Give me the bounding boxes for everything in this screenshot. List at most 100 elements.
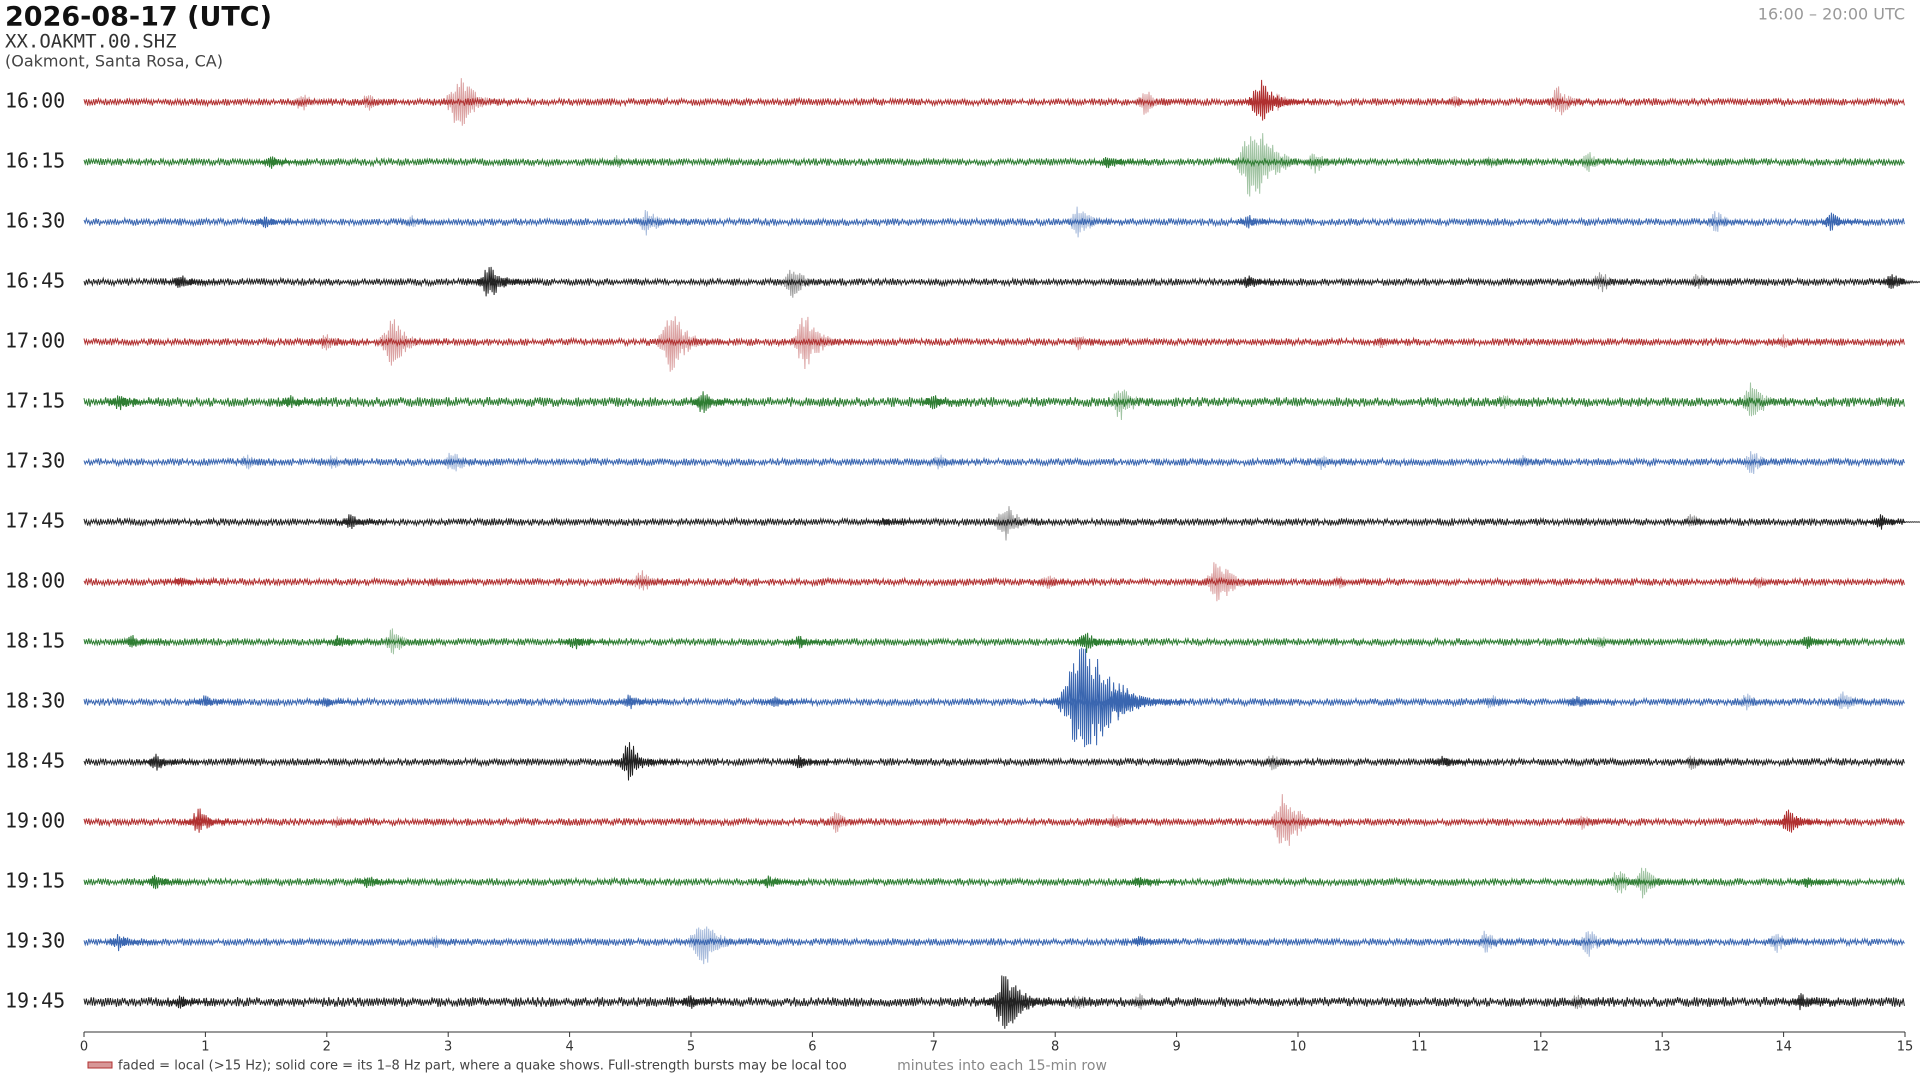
burst-faded — [1055, 206, 1129, 238]
burst-faded — [1579, 272, 1646, 293]
burst — [610, 694, 671, 710]
burst-faded — [672, 926, 764, 965]
burst-faded — [1471, 695, 1534, 709]
burst-faded — [814, 812, 881, 833]
burst-faded — [1568, 152, 1633, 173]
burst — [1095, 683, 1176, 721]
burst-faded — [598, 155, 657, 169]
burst — [113, 634, 172, 648]
burst — [1229, 275, 1290, 288]
trace-noise — [83, 96, 1905, 108]
burst — [1033, 647, 1190, 748]
burst-faded — [319, 816, 378, 828]
burst — [1788, 877, 1847, 888]
burst-faded — [625, 209, 695, 236]
burst-faded — [1694, 211, 1761, 232]
burst-faded — [1739, 576, 1798, 589]
burst — [1233, 79, 1318, 121]
burst-faded — [1320, 576, 1379, 589]
burst — [99, 934, 162, 952]
burst — [866, 517, 922, 526]
burst-faded — [919, 454, 982, 470]
burst-faded — [1756, 933, 1821, 953]
trace-noise — [83, 336, 1905, 348]
x-tick-label: 1 — [201, 1040, 209, 1055]
burst-faded — [1436, 96, 1495, 108]
row-label: 18:30 — [5, 689, 65, 713]
legend-text: faded = local (>15 Hz); solid core = its… — [118, 1059, 847, 1074]
row-label: 19:45 — [5, 989, 65, 1013]
burst — [757, 696, 815, 708]
x-tick-label: 9 — [1172, 1040, 1180, 1055]
location: (Oakmont, Santa Rosa, CA) — [5, 52, 223, 71]
burst-faded — [431, 452, 501, 472]
burst — [160, 275, 221, 288]
trace-noise — [83, 816, 1905, 828]
row-label: 16:00 — [5, 89, 65, 113]
burst-faded — [1483, 395, 1546, 409]
burst — [246, 216, 305, 229]
trace-noise — [83, 876, 1905, 888]
burst-faded — [1619, 867, 1693, 899]
burst-faded — [312, 455, 373, 469]
burst-faded — [1216, 133, 1333, 197]
burst-faded — [1028, 575, 1091, 589]
burst-faded — [1259, 93, 1322, 111]
burst-faded — [417, 577, 475, 587]
trace-noise — [83, 696, 1905, 708]
burst — [1788, 636, 1847, 649]
burst — [1811, 212, 1874, 231]
burst-faded — [641, 316, 736, 372]
burst — [161, 995, 220, 1009]
trace-noise — [83, 456, 1905, 468]
burst-faded — [1363, 337, 1422, 348]
burst — [1872, 274, 1920, 289]
x-tick-label: 14 — [1775, 1040, 1792, 1055]
row-label: 17:30 — [5, 449, 65, 473]
burst-faded — [1058, 995, 1121, 1010]
x-tick-label: 6 — [808, 1040, 816, 1055]
burst — [319, 635, 378, 647]
burst — [1120, 936, 1179, 947]
burst-faded — [1672, 514, 1733, 527]
x-axis-label: minutes into each 15-min row — [897, 1058, 1107, 1074]
title: 2026-08-17 (UTC) — [5, 2, 272, 33]
x-tick-label: 4 — [565, 1040, 573, 1055]
burst — [307, 697, 365, 708]
trace-noise — [83, 216, 1905, 228]
burst — [913, 395, 974, 410]
x-tick-label: 10 — [1290, 1040, 1307, 1055]
burst — [465, 266, 542, 297]
burst-faded — [1596, 871, 1666, 894]
burst-faded — [1095, 814, 1158, 829]
burst — [603, 742, 684, 781]
burst-faded — [1503, 455, 1562, 468]
row-label: 19:30 — [5, 929, 65, 953]
burst — [136, 753, 199, 771]
burst — [136, 874, 197, 890]
burst-faded — [1822, 691, 1887, 710]
burst-faded — [775, 316, 868, 370]
x-tick-label: 13 — [1654, 1040, 1671, 1055]
burst — [185, 695, 244, 707]
burst — [750, 875, 809, 889]
burst — [780, 635, 839, 649]
trace-noise — [83, 276, 1905, 288]
burst — [330, 514, 391, 530]
burst-faded — [1556, 994, 1619, 1010]
burst-faded — [370, 628, 440, 655]
trace-noise — [83, 156, 1905, 168]
burst-faded — [620, 570, 687, 591]
burst — [270, 395, 329, 408]
burst-faded — [1096, 389, 1173, 421]
x-tick-label: 2 — [323, 1040, 331, 1055]
row-label: 16:15 — [5, 149, 65, 173]
burst-faded — [348, 95, 411, 111]
trace-noise — [83, 756, 1905, 768]
burst-faded — [1189, 562, 1278, 602]
x-tick-label: 11 — [1411, 1040, 1428, 1055]
burst-faded — [281, 94, 346, 111]
burst-faded — [416, 935, 475, 949]
burst-faded — [1726, 382, 1807, 417]
burst-faded — [1725, 693, 1790, 711]
